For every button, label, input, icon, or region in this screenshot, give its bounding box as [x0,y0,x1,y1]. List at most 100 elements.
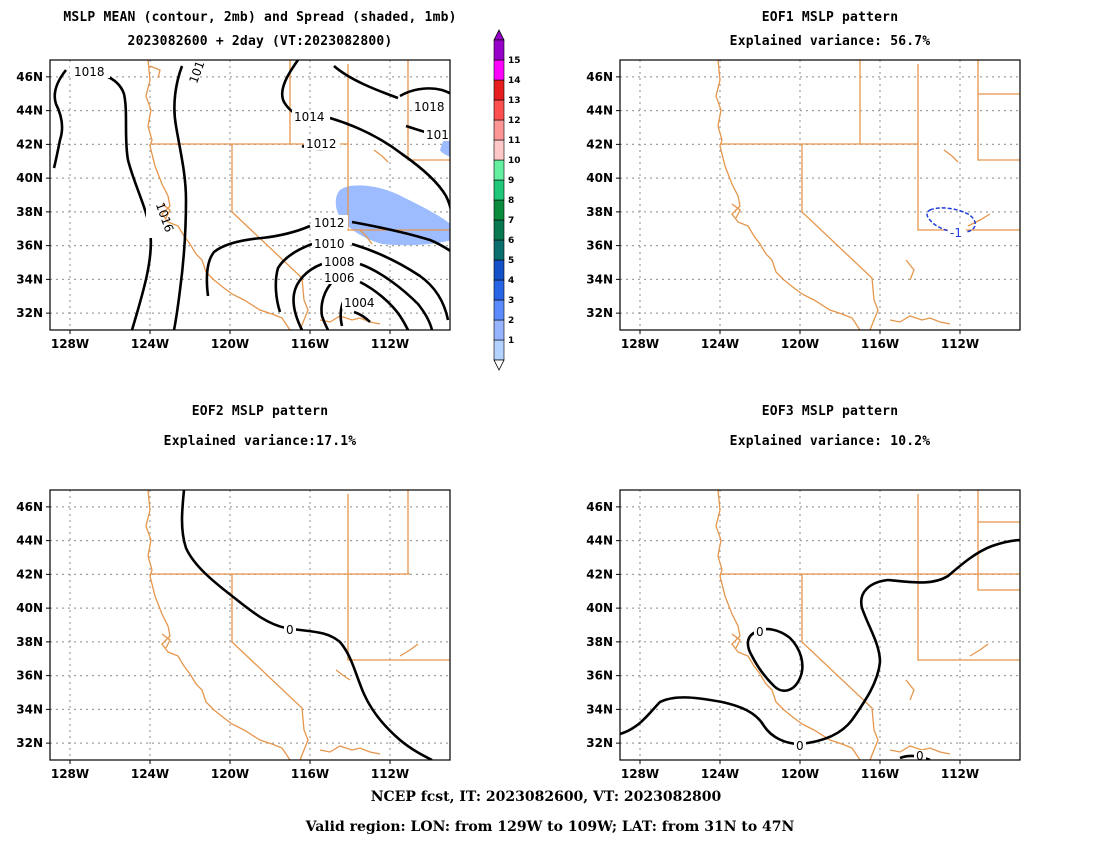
colorbar-label: 14 [508,76,521,86]
contour-label: 1014 [294,110,325,124]
lat-tick-label: 34N [586,272,613,286]
eof2-contour [180,490,433,760]
panel1-grid [50,60,450,330]
panel2-grid [620,60,1020,330]
lat-tick-label: 44N [16,104,43,118]
colorbar-swatch [493,339,505,361]
lon-tick-label: 120W [781,337,819,351]
colorbar-swatch [493,139,505,161]
colorbar-swatch [493,259,505,281]
lon-tick-label: 120W [781,767,819,781]
lon-tick-label: 120W [211,337,249,351]
lat-tick-label: 32N [586,736,613,750]
lon-tick-label: 124W [701,767,739,781]
contour-label: 1012 [314,216,345,230]
lat-tick-label: 44N [586,534,613,548]
lat-tick-label: 38N [586,635,613,649]
colorbar-label: 5 [508,256,514,266]
contour-label: 1010 [314,237,345,251]
panel1-title-line2: 2023082600 + 2day (VT:2023082800) [127,34,393,49]
panel4-states [715,490,1020,760]
lat-tick-label: 36N [16,239,43,253]
panel2-title-line1: EOF1 MSLP pattern [761,10,899,25]
colorbar-top-triangle [493,29,505,41]
lat-tick-label: 46N [16,500,43,514]
lat-tick-label: 46N [586,70,613,84]
panel1-states [145,60,450,330]
contour-label: 1004 [344,296,375,310]
lon-tick-label: 112W [371,767,409,781]
footer-line2: Valid region: LON: from 129W to 109W; LA… [305,819,795,835]
contour-label: 1012 [306,137,337,151]
contour-label: 0 [916,749,924,763]
colorbar-label: 4 [508,276,514,286]
lon-tick-label: 128W [51,337,89,351]
panel1-frame [49,59,451,331]
spread-shading [335,185,450,246]
lat-tick-label: 44N [586,104,613,118]
lat-tick-label: 34N [586,702,613,716]
lat-tick-label: 32N [586,306,613,320]
colorbar-swatch [493,199,505,221]
panel3-map: 0 46N 44N 42N 40N 38N 36N 34N 32N 128W 124W 120W 11… [16,489,451,781]
panel4-map: 0 0 0 46N 44N 42N 40N 38N 36N 34N 32N 128W 124W 12… [586,489,1021,781]
panel3-states [145,490,450,760]
contour-label: -1 [950,226,962,240]
lat-tick-label: 40N [16,601,43,615]
lat-tick-label: 46N [16,70,43,84]
lon-tick-label: 120W [211,767,249,781]
panel4-ticks: 46N 44N 42N 40N 38N 36N 34N 32N 128W 124W 120W 116W… [586,500,979,781]
panel2-title-line2: Explained variance: 56.7% [729,34,931,49]
colorbar-label: 3 [508,296,514,306]
colorbar-label: 8 [508,196,514,206]
lon-tick-label: 124W [701,337,739,351]
lat-tick-label: 38N [586,205,613,219]
lat-tick-label: 32N [16,306,43,320]
panel3-ticks: 46N 44N 42N 40N 38N 36N 34N 32N 128W 124W 120W 116W… [16,500,409,781]
colorbar-swatch [493,239,505,261]
eof1-contour [926,207,976,234]
colorbar-swatch [493,299,505,321]
panel1-map: 1018 101 1014 1012 1018 101 1016 1012 10… [16,59,451,351]
lat-tick-label: 40N [16,171,43,185]
colorbar-swatch [493,39,505,61]
panel4-frame [619,489,1021,761]
contour-label: 1018 [414,100,445,114]
lat-tick-label: 44N [16,534,43,548]
lon-tick-label: 112W [371,337,409,351]
contour-label: 1008 [324,255,355,269]
panel3-title-line1: EOF2 MSLP pattern [191,404,329,419]
lon-tick-label: 128W [621,767,659,781]
colorbar-swatch [493,79,505,101]
colorbar-label: 15 [508,56,521,66]
lon-tick-label: 116W [291,337,329,351]
eof3-contours [620,538,1020,760]
colorbar-swatch [493,119,505,141]
colorbar-swatch [493,59,505,81]
panel3-frame [49,489,451,761]
panel4-grid [620,490,1020,760]
lon-tick-label: 128W [621,337,659,351]
contour-label: 1018 [74,65,105,79]
lat-tick-label: 38N [16,635,43,649]
lat-tick-label: 42N [586,567,613,581]
colorbar-swatch [493,99,505,121]
colorbar-swatch [493,159,505,181]
lat-tick-label: 42N [16,567,43,581]
panel2-ticks: 46N 44N 42N 40N 38N 36N 34N 32N 128W 124W 120W 116W… [586,70,979,351]
panel1-contours [52,60,450,330]
colorbar-swatch [493,219,505,241]
lat-tick-label: 36N [586,669,613,683]
colorbar-label: 10 [508,156,521,166]
lon-tick-label: 116W [861,337,899,351]
colorbar-label: 11 [508,136,521,146]
lat-tick-label: 36N [16,669,43,683]
contour-label: 0 [756,625,764,639]
panel2-map: -1 46N 44N 42N 40N 38N 36N 34N 32N 128W 124W 120W 1… [586,59,1021,351]
lon-tick-label: 116W [861,767,899,781]
panel4-title-line2: Explained variance: 10.2% [729,434,931,449]
colorbar-label: 9 [508,176,514,186]
lon-tick-label: 112W [941,337,979,351]
